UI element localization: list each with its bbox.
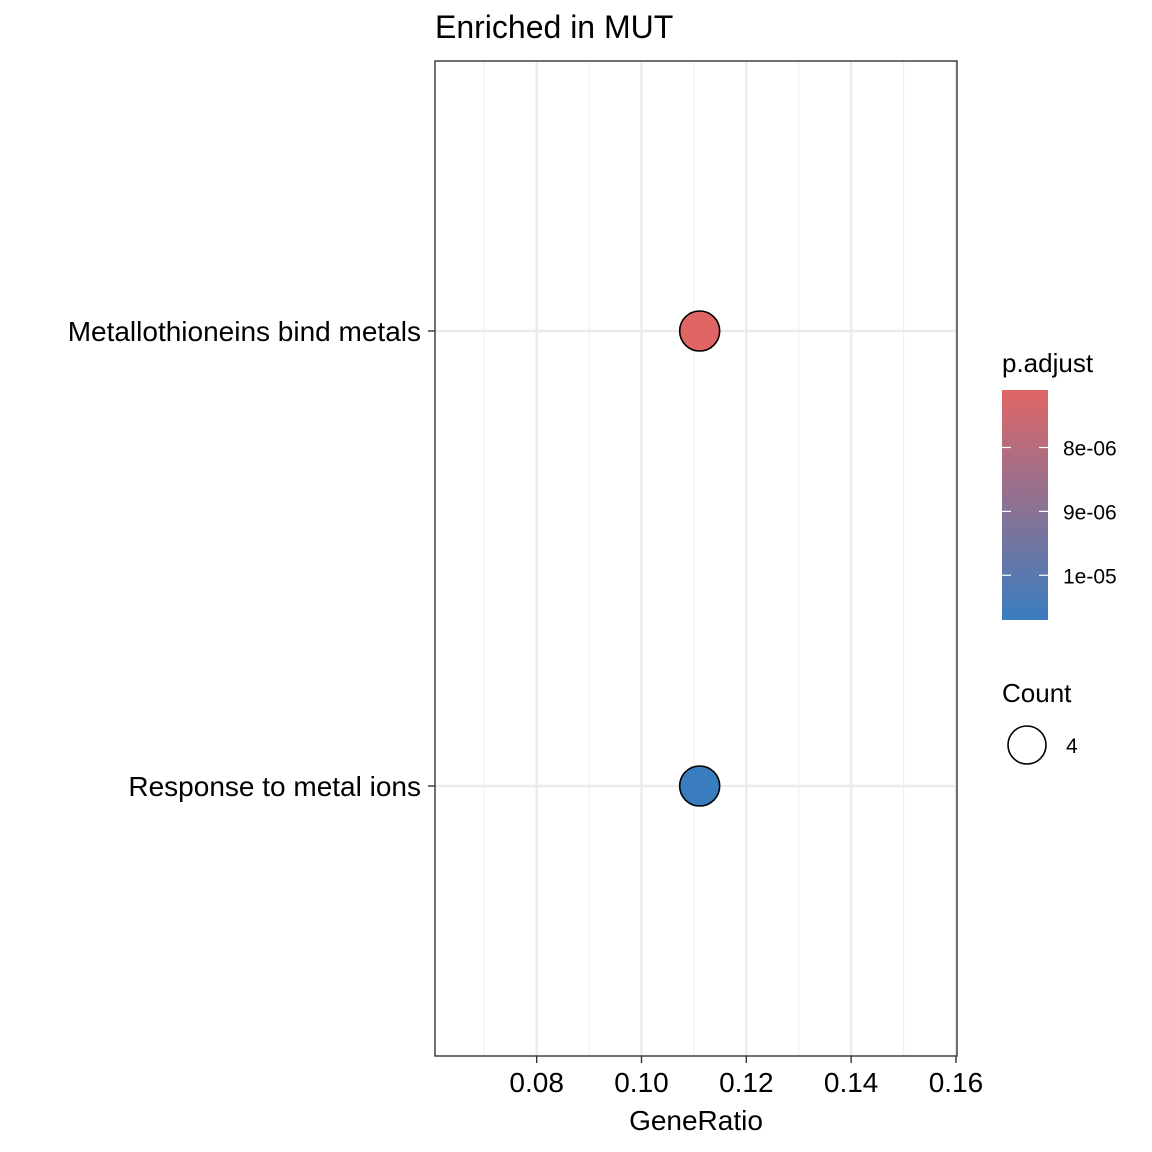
plot-border — [434, 60, 958, 1057]
x-tick-label: 0.08 — [509, 1067, 564, 1098]
color-legend-label: 9e-06 — [1063, 501, 1117, 524]
color-legend-title: p.adjust — [1002, 348, 1094, 378]
y-tick-label: Response to metal ions — [128, 771, 421, 802]
size-legend-title: Count — [1002, 678, 1072, 708]
y-axis: Metallothioneins bind metals Response to … — [68, 316, 435, 802]
size-legend-circle — [1007, 725, 1047, 765]
chart-title: Enriched in MUT — [435, 9, 673, 45]
major-gridlines — [435, 61, 958, 1056]
data-point — [678, 765, 721, 807]
size-legend-label: 4 — [1066, 735, 1078, 758]
x-tick-label: 0.14 — [824, 1067, 879, 1098]
color-legend-label: 8e-06 — [1063, 438, 1117, 461]
y-tick-label: Metallothioneins bind metals — [68, 316, 421, 347]
x-tick-label: 0.12 — [719, 1067, 774, 1098]
color-legend: p.adjust 8e-06 9e-06 1e-05 — [1002, 348, 1117, 620]
color-legend-bar — [1002, 390, 1048, 620]
x-tick-label: 0.16 — [929, 1067, 984, 1098]
plot-background — [435, 61, 957, 1056]
plot-panel — [434, 60, 958, 1057]
color-legend-label: 1e-05 — [1063, 565, 1117, 588]
x-tick-label: 0.10 — [614, 1067, 669, 1098]
minor-gridlines — [483, 61, 905, 1056]
size-legend: Count 4 — [1002, 678, 1078, 765]
x-axis-label: GeneRatio — [629, 1105, 763, 1136]
x-axis: 0.08 0.10 0.12 0.14 0.16 — [509, 1056, 983, 1098]
data-point — [678, 310, 721, 352]
data-points — [678, 310, 721, 807]
